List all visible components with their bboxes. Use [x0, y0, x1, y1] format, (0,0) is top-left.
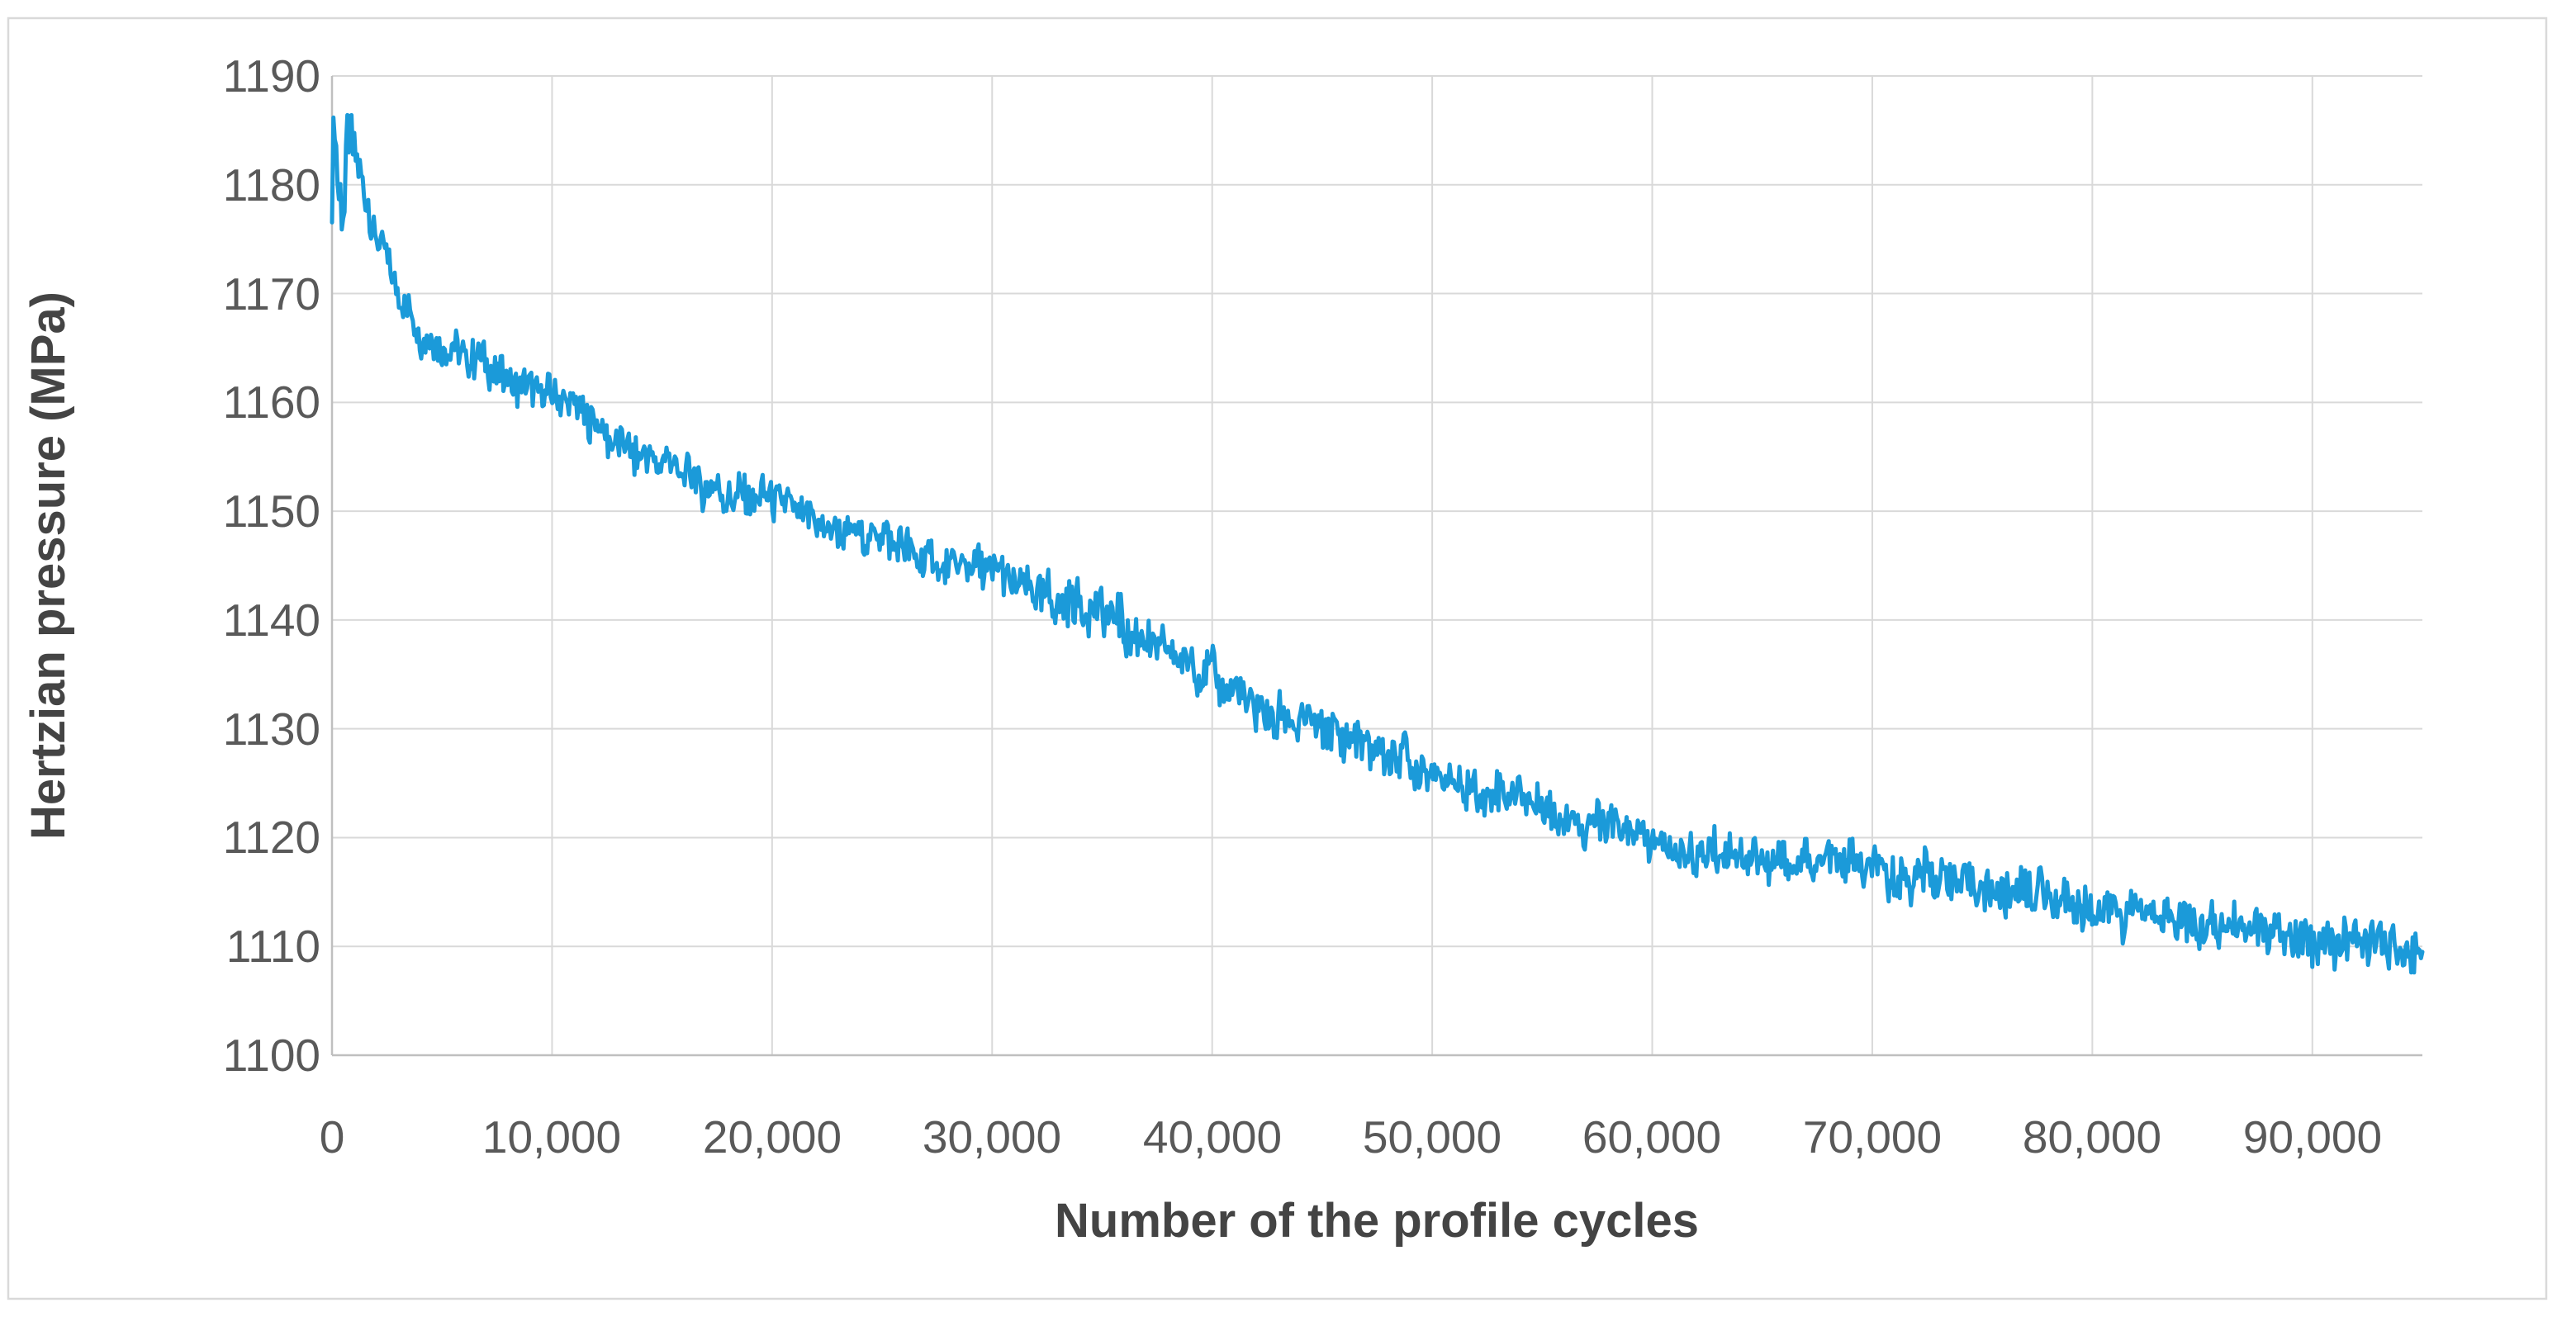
y-tick-label: 1180 [223, 159, 320, 211]
x-tick-label: 70,000 [1803, 1111, 1942, 1163]
y-axis-tick-labels: 1100 1110 1120 1130 1140 1150 1160 1170 … [223, 50, 320, 1081]
y-tick-label: 1140 [223, 594, 320, 646]
x-tick-label: 40,000 [1143, 1111, 1282, 1163]
x-tick-label: 50,000 [1363, 1111, 1501, 1163]
x-tick-label: 60,000 [1582, 1111, 1721, 1163]
x-axis-title: Number of the profile cycles [1055, 1194, 1699, 1248]
axis-lines [330, 76, 2422, 1057]
y-tick-label: 1170 [223, 268, 320, 320]
x-axis-tick-labels: 0 10,000 20,000 30,000 40,000 50,000 60,… [320, 1111, 2382, 1163]
y-tick-label: 1120 [223, 812, 320, 863]
y-axis-title: Hertzian pressure (MPa) [21, 291, 75, 840]
x-tick-label: 80,000 [2023, 1111, 2161, 1163]
y-tick-label: 1130 [223, 703, 320, 755]
y-tick-label: 1110 [226, 921, 320, 972]
y-tick-label: 1100 [223, 1030, 320, 1081]
x-tick-label: 90,000 [2243, 1111, 2382, 1163]
x-tick-label: 20,000 [703, 1111, 842, 1163]
x-tick-label: 10,000 [482, 1111, 621, 1163]
chart-border [7, 17, 2548, 1300]
x-tick-label: 30,000 [923, 1111, 1061, 1163]
gridlines [332, 75, 2422, 1055]
y-tick-label: 1150 [223, 486, 320, 537]
x-tick-label: 0 [320, 1111, 345, 1163]
series-line-hertzian-pressure [330, 112, 2425, 975]
series-group [330, 112, 2425, 975]
y-tick-label: 1190 [223, 50, 320, 102]
y-tick-label: 1160 [223, 377, 320, 428]
